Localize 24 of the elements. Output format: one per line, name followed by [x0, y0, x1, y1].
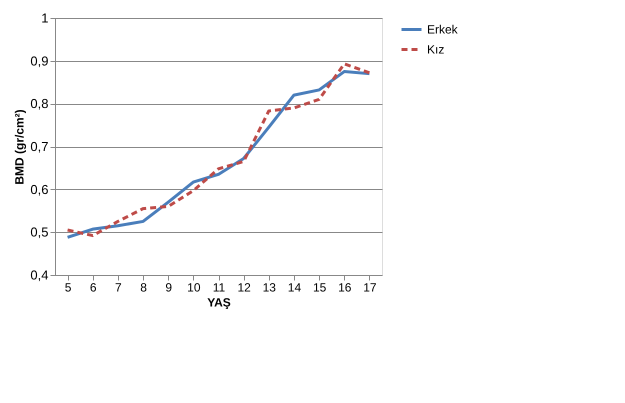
y-tick-label: 0,5: [30, 224, 48, 240]
y-tick-label: 0,8: [30, 96, 48, 112]
legend-label: Kız: [427, 42, 444, 56]
y-tick-label: 0,7: [30, 139, 48, 154]
x-tick-label: 13: [262, 280, 276, 294]
y-tick-label: 0,6: [30, 182, 48, 197]
x-tick-label: 17: [363, 280, 377, 294]
x-tick-label: 5: [64, 280, 72, 294]
x-tick-label: 14: [288, 280, 302, 294]
y-tick-label: 1: [41, 10, 48, 26]
x-tick-label: 8: [140, 280, 148, 294]
x-tick-label: 12: [237, 280, 252, 294]
x-tick-label: 16: [338, 280, 352, 294]
x-tick-label: 7: [115, 280, 122, 294]
x-axis-title: YAŞ: [207, 296, 231, 310]
x-tick-label: 6: [90, 280, 97, 294]
y-axis-title: BMD (gr/cm²): [12, 109, 26, 185]
x-tick-label: 15: [312, 280, 327, 294]
y-tick-label: 0,9: [30, 53, 48, 68]
x-tick-label: 11: [212, 280, 226, 294]
legend-label: Erkek: [427, 22, 459, 36]
x-tick-label: 9: [165, 280, 172, 294]
y-tick-label: 0,4: [30, 268, 48, 282]
x-tick-label: 10: [187, 280, 201, 294]
